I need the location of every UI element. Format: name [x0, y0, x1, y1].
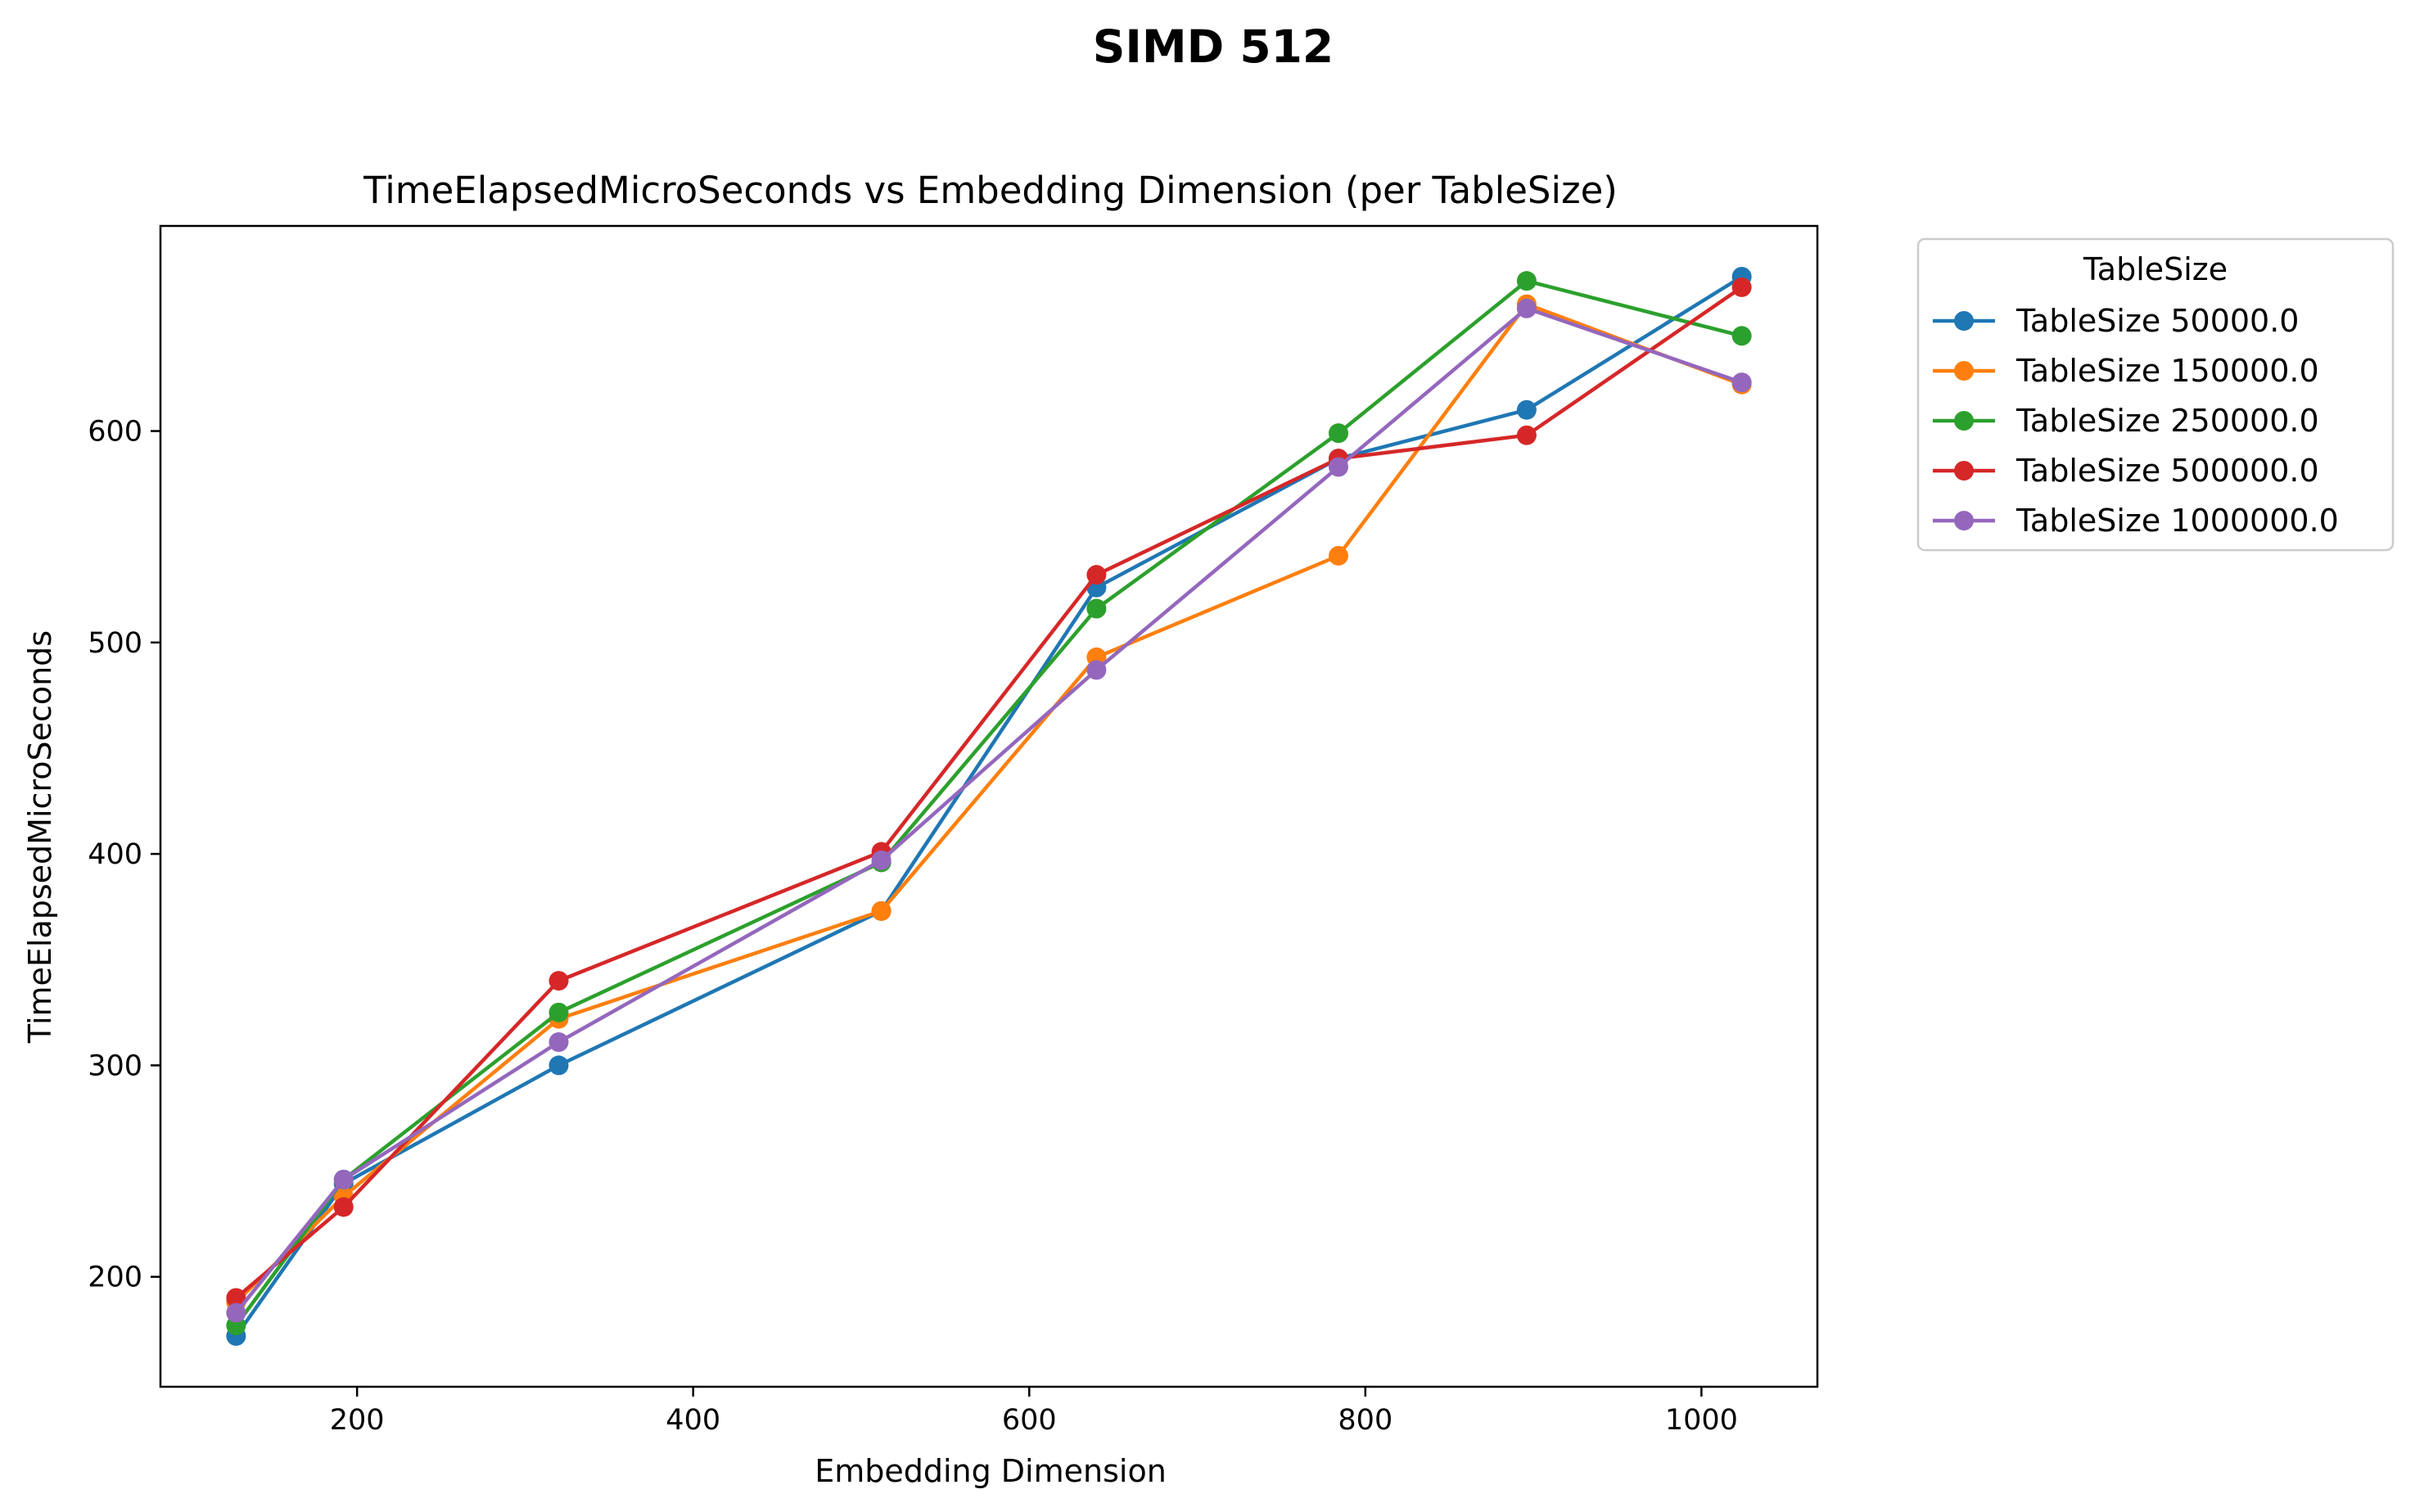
x-axis-label: Embedding Dimension [815, 1453, 1167, 1489]
data-point [1328, 423, 1348, 444]
legend-marker [1954, 361, 1974, 381]
data-point [1516, 399, 1537, 420]
series-line [234, 302, 1743, 1304]
data-point [548, 1031, 569, 1052]
data-point [1086, 598, 1107, 619]
x-tick-label: 600 [1002, 1404, 1057, 1437]
data-point [1731, 372, 1752, 393]
data-point [871, 900, 892, 921]
data-point [1086, 660, 1107, 680]
legend-entry: TableSize 1000000.0 [1933, 503, 2339, 539]
legend-label: TableSize 1000000.0 [2016, 503, 2339, 539]
y-tick-label: 300 [88, 1049, 142, 1082]
legend: TableSize TableSize 50000.0 TableSize 1500… [1916, 237, 2395, 552]
legend-label: TableSize 150000.0 [2016, 353, 2319, 389]
data-point [333, 1169, 354, 1189]
legend-entry: TableSize 50000.0 [1933, 303, 2300, 339]
series-line [234, 275, 1743, 1338]
data-point [333, 1197, 354, 1217]
legend-marker [1954, 511, 1974, 530]
data-point [1516, 425, 1537, 445]
data-point [548, 971, 569, 991]
data-point [1328, 457, 1348, 477]
data-point [1086, 565, 1107, 585]
legend-marker [1954, 311, 1974, 331]
axes-frame [159, 224, 1819, 1388]
legend-label: TableSize 250000.0 [2016, 403, 2319, 439]
x-tick-label: 400 [666, 1404, 720, 1437]
legend-box [1916, 237, 2395, 552]
data-point [548, 1055, 569, 1076]
y-tick-label: 200 [88, 1262, 142, 1294]
data-point [1731, 326, 1752, 346]
legend-title: TableSize [2083, 251, 2228, 287]
data-point [1516, 271, 1537, 291]
x-tick-label: 200 [330, 1404, 385, 1437]
x-tick-label: 1000 [1665, 1404, 1738, 1437]
plot-area: 200 400 600 800 1000 200 300 400 500 600 [88, 224, 1819, 1437]
x-tick-label: 800 [1338, 1404, 1393, 1437]
y-tick-label: 500 [88, 627, 142, 660]
data-point [548, 1002, 569, 1022]
series-line [234, 278, 1743, 1327]
legend-marker [1954, 411, 1974, 431]
legend-label: TableSize 500000.0 [2016, 453, 2319, 489]
legend-label: TableSize 50000.0 [2016, 303, 2300, 339]
legend-entry: TableSize 150000.0 [1933, 353, 2319, 389]
data-point [1328, 545, 1348, 566]
series-2 [226, 294, 1752, 1312]
data-point [226, 1288, 246, 1308]
y-tick-label: 600 [88, 416, 142, 449]
series-4 [226, 277, 1752, 1308]
data-point [871, 850, 892, 870]
legend-entry: TableSize 500000.0 [1933, 453, 2319, 489]
data-point [1731, 277, 1752, 297]
series-line [234, 286, 1743, 1300]
series-line [234, 306, 1743, 1315]
y-tick-label: 400 [88, 838, 142, 871]
data-point [226, 1302, 246, 1323]
series-5 [226, 298, 1752, 1323]
legend-entry: TableSize 250000.0 [1933, 403, 2319, 439]
figure-suptitle: SIMD 512 [1093, 20, 1334, 73]
chart-title: TimeElapsedMicroSeconds vs Embedding Dim… [363, 169, 1618, 212]
legend-marker [1954, 461, 1974, 481]
data-point [1516, 298, 1537, 318]
y-axis-label: TimeElapsedMicroSeconds [22, 630, 58, 1044]
